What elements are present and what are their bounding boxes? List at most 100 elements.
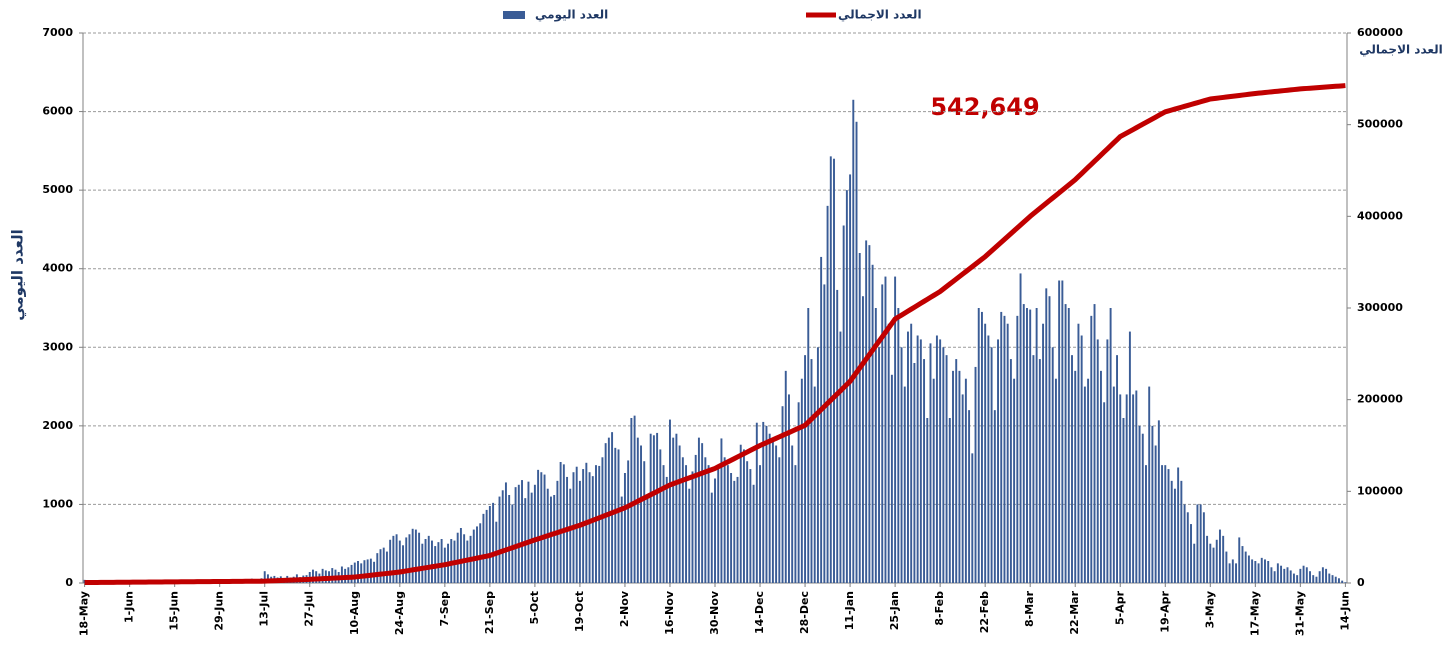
x-tick-label: 18-May bbox=[78, 591, 91, 636]
bar bbox=[1154, 445, 1157, 583]
bar bbox=[688, 488, 691, 583]
bar bbox=[842, 225, 845, 583]
bar bbox=[1331, 575, 1334, 583]
bar bbox=[794, 465, 797, 583]
bar bbox=[710, 492, 713, 583]
x-tick-label: 5-Apr bbox=[1113, 590, 1126, 625]
bar bbox=[739, 444, 742, 583]
bar bbox=[788, 394, 790, 583]
bar bbox=[697, 437, 700, 583]
bar bbox=[948, 418, 951, 583]
bar bbox=[929, 343, 932, 583]
bar bbox=[894, 276, 897, 583]
bar bbox=[1019, 273, 1022, 583]
bar bbox=[765, 425, 768, 583]
bar bbox=[1315, 576, 1318, 583]
x-tick-label: 30-Nov bbox=[708, 590, 721, 635]
bar bbox=[398, 540, 401, 583]
bar bbox=[1325, 568, 1328, 583]
x-tick-label: 22-Mar bbox=[1068, 590, 1081, 634]
bar bbox=[665, 476, 668, 583]
bar bbox=[630, 418, 633, 583]
bar bbox=[1254, 561, 1257, 583]
bar bbox=[935, 335, 938, 583]
bar bbox=[736, 476, 739, 583]
bar bbox=[1196, 504, 1199, 583]
bar bbox=[813, 386, 816, 583]
bar bbox=[517, 484, 520, 583]
bar bbox=[524, 498, 527, 583]
bar bbox=[1241, 546, 1244, 583]
bar bbox=[421, 543, 424, 583]
bar bbox=[1286, 567, 1289, 583]
bar bbox=[1199, 504, 1202, 583]
bar bbox=[598, 465, 601, 583]
y2-tick-label: 600000 bbox=[1357, 26, 1403, 39]
bar bbox=[1170, 480, 1173, 583]
bar bbox=[746, 461, 749, 583]
bar bbox=[1103, 402, 1106, 583]
bar bbox=[405, 537, 408, 583]
bar bbox=[778, 457, 781, 583]
bar bbox=[357, 561, 359, 583]
bar bbox=[1157, 420, 1160, 583]
line bbox=[84, 83, 1346, 586]
bar bbox=[408, 534, 411, 583]
bar bbox=[492, 502, 495, 583]
bar bbox=[1026, 308, 1028, 583]
bar bbox=[1260, 557, 1263, 583]
bar bbox=[1083, 386, 1086, 583]
bar bbox=[1145, 465, 1147, 583]
bar bbox=[685, 465, 688, 583]
y-tick-label: 1000 bbox=[42, 497, 73, 510]
bar bbox=[437, 542, 440, 583]
bar bbox=[952, 370, 954, 583]
bar bbox=[360, 563, 363, 583]
bar bbox=[820, 256, 823, 583]
bar bbox=[363, 560, 366, 583]
bar bbox=[1038, 359, 1041, 583]
x-tick-label: 14-Jun bbox=[1338, 591, 1351, 631]
bar bbox=[942, 347, 945, 583]
bar bbox=[836, 289, 839, 583]
bar bbox=[379, 549, 382, 583]
bar bbox=[804, 355, 807, 583]
bar bbox=[907, 331, 909, 583]
bar bbox=[1077, 323, 1080, 583]
y2-axis-label: العدد الاجمالي bbox=[1359, 43, 1443, 57]
bar bbox=[1202, 512, 1205, 583]
bar bbox=[974, 366, 977, 583]
x-tick-label: 19-Oct bbox=[573, 591, 586, 632]
bar bbox=[350, 564, 353, 583]
bar bbox=[762, 421, 765, 583]
bar bbox=[669, 419, 671, 583]
bar bbox=[968, 410, 971, 583]
bar bbox=[633, 415, 636, 583]
bar bbox=[1244, 551, 1247, 583]
x-tick-label: 31-May bbox=[1293, 591, 1306, 636]
bar bbox=[488, 506, 491, 583]
bar bbox=[1090, 315, 1093, 583]
bar bbox=[1177, 467, 1180, 583]
bar bbox=[714, 478, 716, 583]
y-tick-label: 7000 bbox=[42, 26, 73, 39]
bar bbox=[1167, 469, 1170, 583]
bar bbox=[858, 253, 861, 583]
bar bbox=[791, 445, 794, 583]
bar bbox=[311, 569, 314, 583]
bar bbox=[723, 457, 726, 583]
bar bbox=[1292, 573, 1295, 583]
bar bbox=[1067, 308, 1070, 583]
bar bbox=[926, 418, 929, 583]
bar bbox=[485, 509, 488, 583]
bar bbox=[759, 465, 761, 583]
bar bbox=[1267, 561, 1270, 583]
x-tick-label: 5-Oct bbox=[528, 591, 541, 624]
bar bbox=[402, 545, 404, 583]
bar bbox=[1212, 547, 1215, 583]
bar bbox=[1141, 433, 1144, 583]
x-tick-label: 8-Mar bbox=[1023, 590, 1036, 627]
bar bbox=[913, 363, 916, 583]
